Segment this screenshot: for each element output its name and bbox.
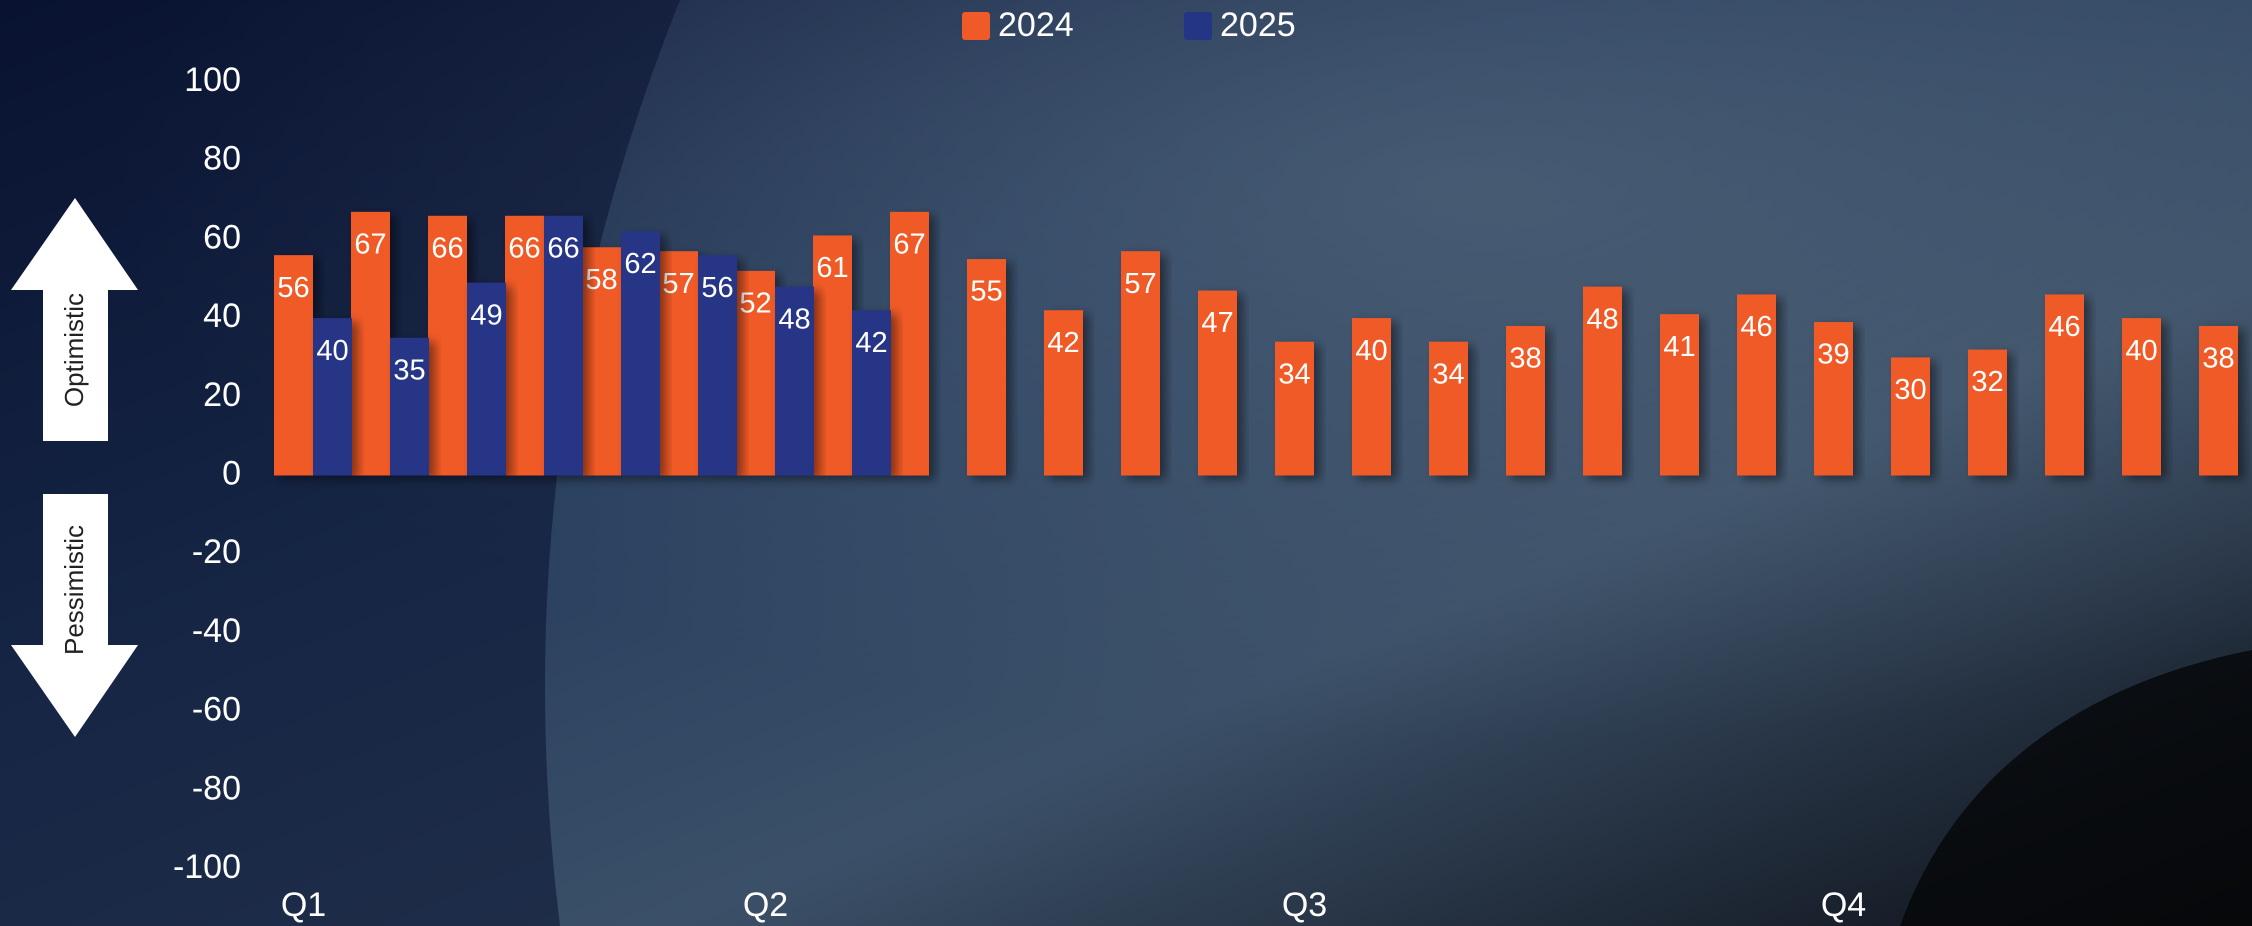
data-label: 52	[739, 288, 771, 320]
y-tick-label: 80	[203, 140, 241, 178]
legend-swatch	[962, 12, 990, 40]
data-label: 57	[662, 268, 694, 300]
data-label: 66	[431, 232, 463, 264]
data-label: 48	[1586, 303, 1618, 335]
data-label: 58	[585, 264, 617, 296]
data-label: 62	[624, 248, 656, 280]
annotation: Pessimistic	[59, 525, 89, 655]
data-label: 49	[470, 299, 502, 331]
y-tick-label: 20	[203, 376, 241, 414]
x-tick-label: Q2	[743, 886, 788, 924]
data-label: 47	[1201, 307, 1233, 339]
data-label: 38	[1509, 343, 1541, 375]
data-label: 67	[354, 229, 386, 261]
data-label: 30	[1894, 374, 1926, 406]
annotation: Optimistic	[59, 293, 89, 407]
data-label: 34	[1278, 358, 1310, 390]
x-tick-label: Q1	[281, 886, 326, 924]
data-label: 38	[2202, 343, 2234, 375]
data-label: 67	[893, 229, 925, 261]
legend-label: 2025	[1220, 6, 1296, 44]
y-tick-label: 100	[184, 61, 241, 99]
y-tick-label: -60	[192, 691, 241, 729]
y-tick-label: -80	[192, 769, 241, 807]
data-label: 46	[1740, 311, 1772, 343]
legend-swatch	[1184, 12, 1212, 40]
data-label: 35	[393, 354, 425, 386]
data-label: 34	[1432, 358, 1464, 390]
data-label: 42	[1047, 327, 1079, 359]
data-label: 56	[277, 272, 309, 304]
data-label: 40	[2125, 335, 2157, 367]
data-label: 41	[1663, 331, 1695, 363]
data-label: 39	[1817, 339, 1849, 371]
y-tick-label: 0	[222, 454, 241, 492]
legend-label: 2024	[998, 6, 1074, 44]
data-label: 32	[1971, 366, 2003, 398]
data-label: 55	[970, 276, 1002, 308]
y-tick-label: -40	[192, 612, 241, 650]
x-tick-label: Q3	[1282, 886, 1327, 924]
data-label: 40	[1355, 335, 1387, 367]
data-label: 66	[508, 232, 540, 264]
y-tick-label: -20	[192, 533, 241, 571]
y-tick-label: -100	[173, 848, 241, 886]
x-tick-label: Q4	[1821, 886, 1866, 924]
data-label: 57	[1124, 268, 1156, 300]
y-tick-label: 40	[203, 297, 241, 335]
data-label: 61	[816, 252, 848, 284]
y-tick-label: 60	[203, 218, 241, 256]
data-label: 66	[547, 232, 579, 264]
data-label: 46	[2048, 311, 2080, 343]
data-label: 42	[855, 327, 887, 359]
chart: Optimistic Pessimistic -100 -80 -60 -40 -20 0…	[0, 0, 2252, 926]
data-label: 48	[778, 303, 810, 335]
data-label: 56	[701, 272, 733, 304]
data-label: 40	[316, 335, 348, 367]
